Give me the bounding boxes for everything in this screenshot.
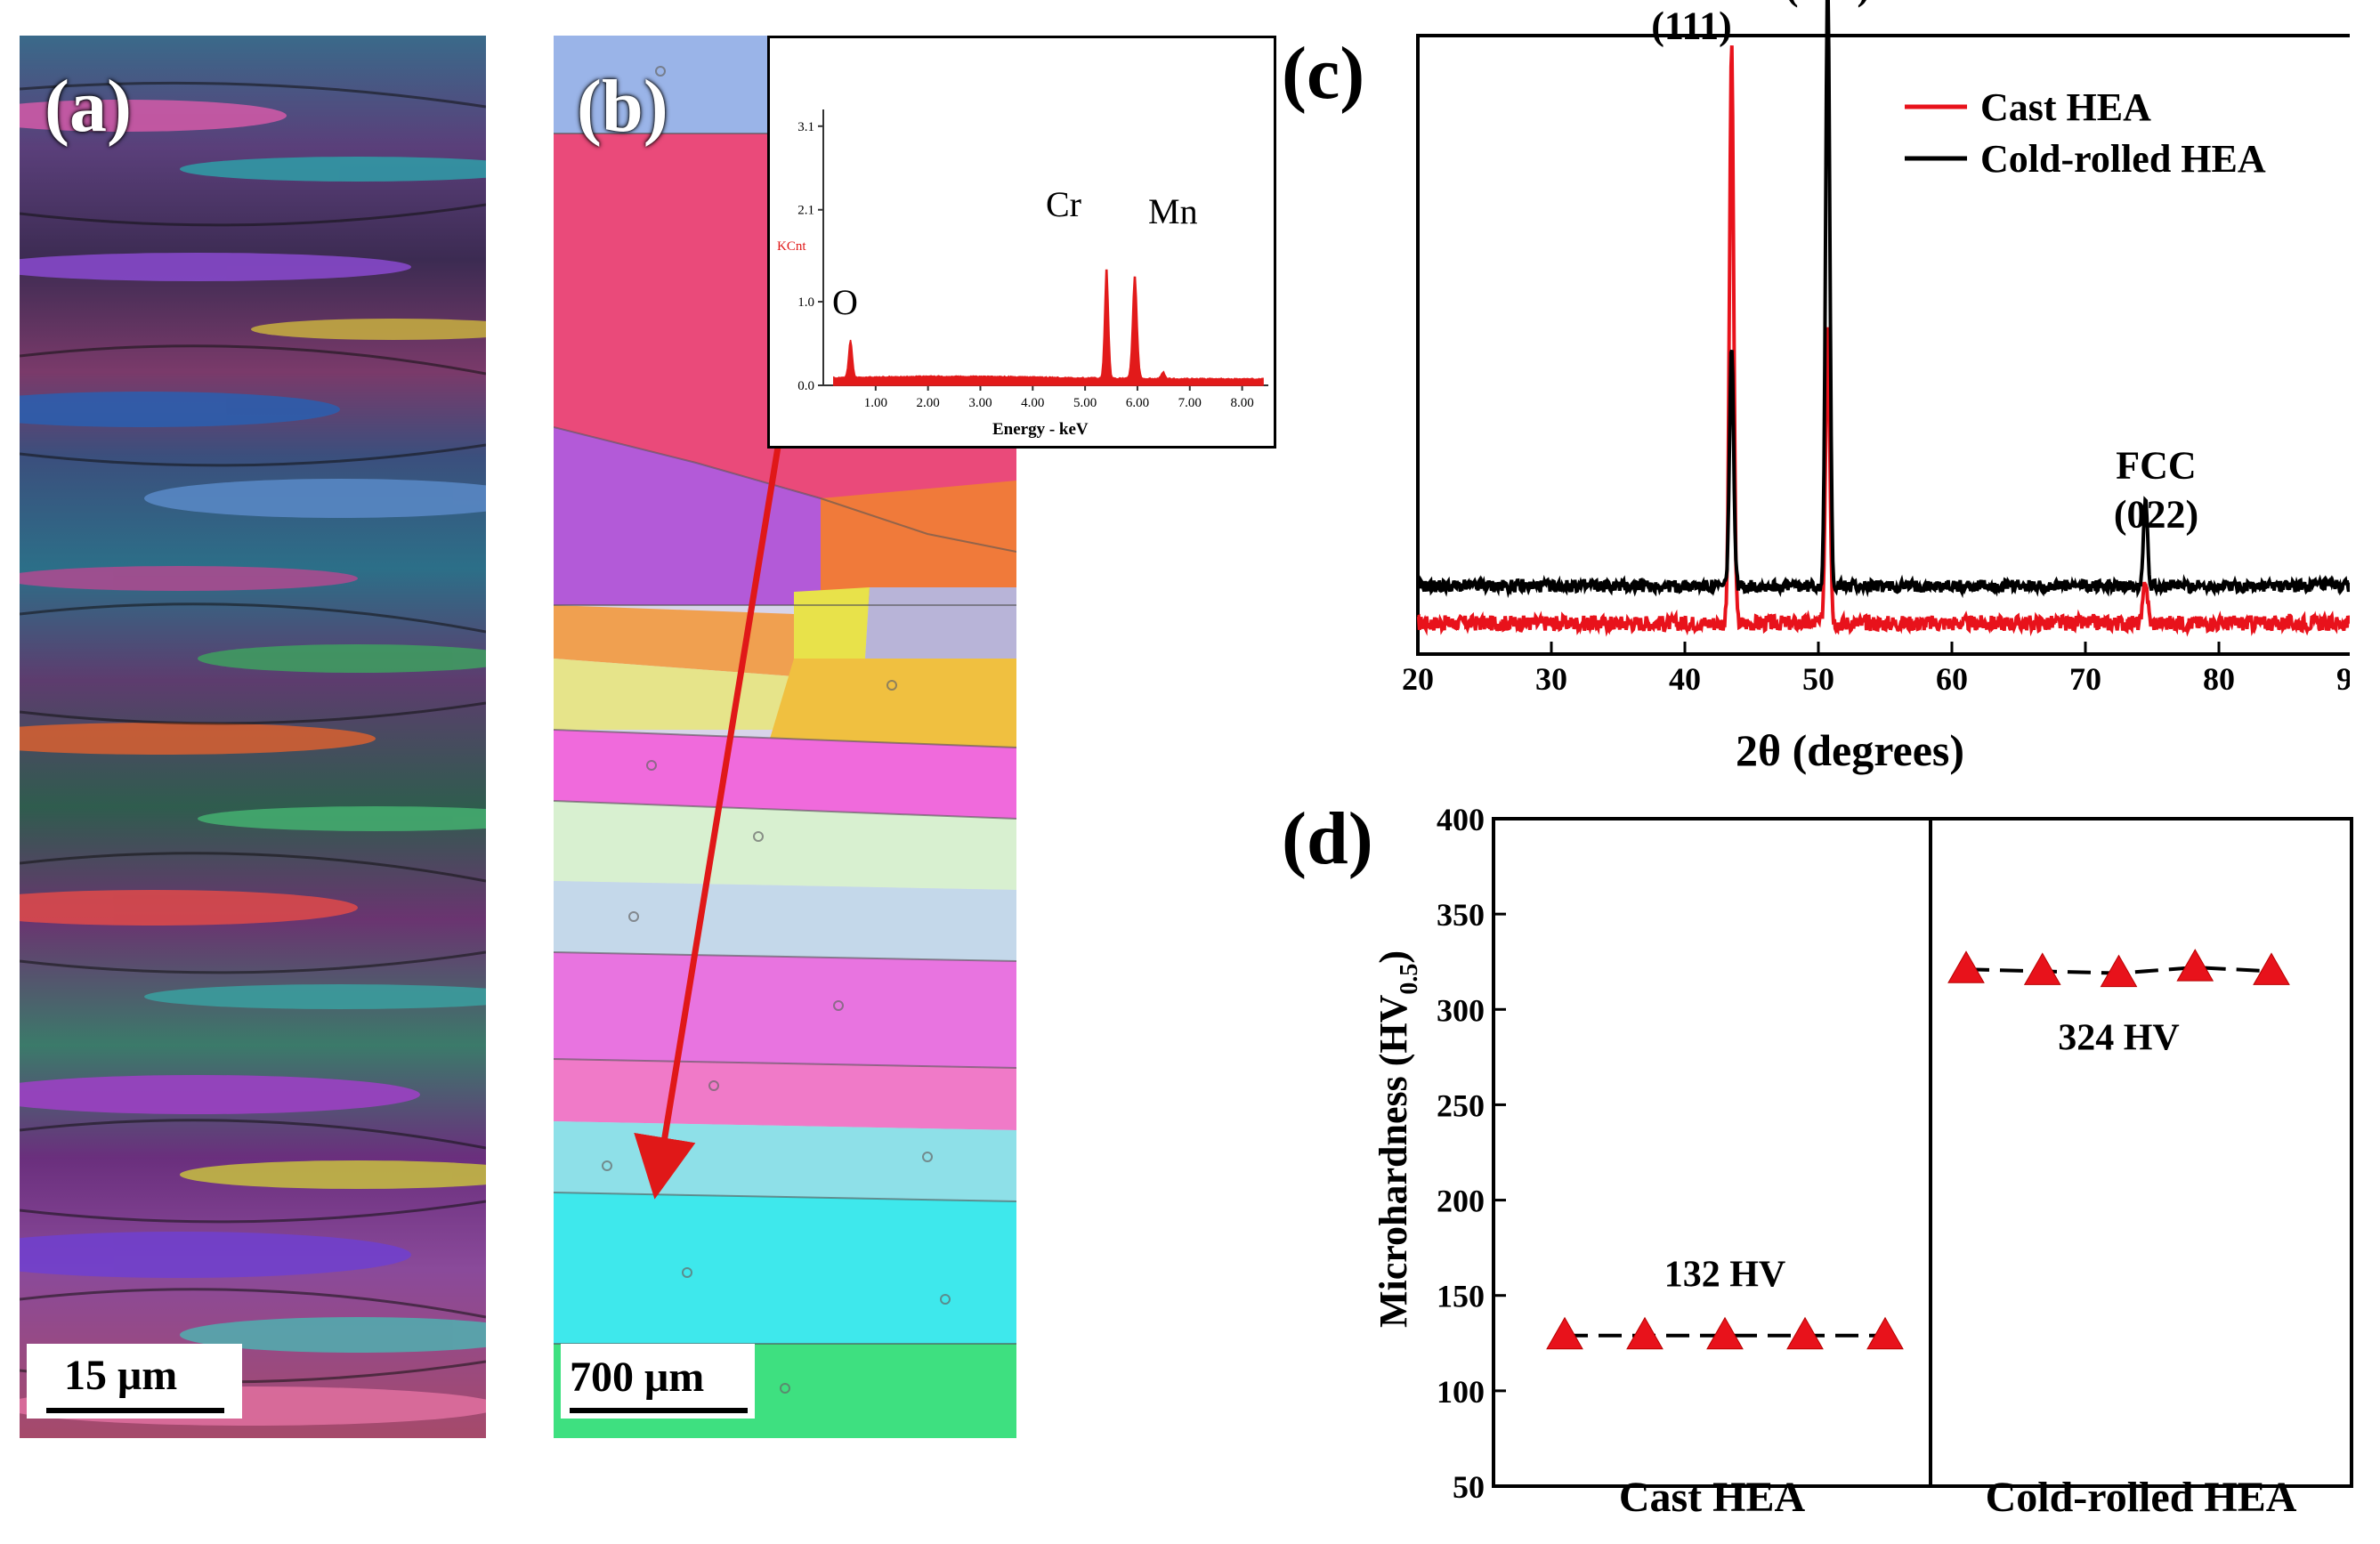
hv-y-tick-label: 50	[1453, 1469, 1485, 1505]
xrd-plot-frame	[1418, 36, 2350, 654]
xrd-x-tick-label: 80	[2203, 661, 2235, 697]
eds-y-label: KCnt	[777, 239, 806, 254]
xrd-peak-label-plane: (111)	[1651, 4, 1731, 48]
hv-data-point	[1948, 951, 1984, 982]
hv-category-label: Cast HEA	[1619, 1474, 1806, 1513]
eds-peak-label-Cr: Cr	[1046, 184, 1081, 224]
xrd-x-tick-label: 90	[2336, 661, 2350, 697]
ebsd-map-cold-rolled	[20, 36, 486, 1438]
ebsd-map-a-graphic	[20, 36, 486, 1438]
microhardness-chart: (d) 50 100 150 200 250 300 350 400 Microhardnes…	[1282, 783, 2380, 1513]
xrd-x-axis-label: 2θ (degrees)	[1736, 725, 1964, 775]
panel-label-a: (a)	[45, 69, 132, 144]
eds-x-tick-label: 2.00	[917, 396, 940, 410]
eds-y-tick-label: 2.1	[797, 204, 814, 218]
panel-label-d: (d)	[1282, 797, 1373, 880]
eds-y-tick-label: 3.1	[797, 120, 814, 134]
xrd-x-tick-label: 30	[1535, 661, 1567, 697]
xrd-legend: Cast HEA Cold-rolled HEA	[1905, 85, 2266, 181]
eds-spectrum-plot: 1.00 2.00 3.00 4.00 5.00 6.00 7.00 8.00 0.0 1.0 2…	[770, 38, 1274, 446]
eds-spectrum-inset: 1.00 2.00 3.00 4.00 5.00 6.00 7.00 8.00 0.0 1.0 2…	[767, 36, 1276, 449]
xrd-peak-label-plane: (002)	[1785, 0, 1870, 8]
hv-y-label-close: )	[1372, 950, 1415, 964]
eds-x-tick-label: 4.00	[1021, 396, 1044, 410]
eds-spectrum-trace	[834, 271, 1263, 386]
eds-x-tick-label: 6.00	[1126, 396, 1149, 410]
legend-label-cold-rolled: Cold-rolled HEA	[1980, 137, 2266, 181]
hv-y-tick-label: 150	[1437, 1279, 1485, 1314]
hv-y-ticks: 50 100 150 200 250 300 350 400	[1437, 802, 1506, 1505]
hv-y-label-sub: 0.5	[1396, 964, 1423, 995]
hv-data-point	[1707, 1318, 1743, 1349]
scale-bar-box-b: 700 μm	[561, 1344, 755, 1419]
legend-label-cast: Cast HEA	[1980, 85, 2151, 129]
hv-y-tick-label: 100	[1437, 1374, 1485, 1410]
eds-x-tick-label: 1.00	[864, 396, 887, 410]
hv-data-point	[2101, 956, 2137, 987]
eds-x-label: Energy - keV	[992, 420, 1089, 439]
panel-label-c: (c)	[1282, 32, 1364, 115]
eds-y-ticks: 0.0 1.0 2.1 3.1	[797, 120, 823, 393]
hv-plot-frame	[1494, 819, 2352, 1486]
xrd-x-ticks: 20 30 40 50 60 70 80 90	[1402, 642, 2350, 697]
hv-y-axis-label: Microhardness (HV0.5)	[1372, 950, 1423, 1328]
eds-peak-label-Mn: Mn	[1148, 191, 1198, 231]
xrd-chart: (c) 2030405060708090 FCC(111)FCC(002)FCC…	[1282, 0, 2350, 801]
hv-data-point	[1867, 1318, 1903, 1349]
hv-data-point	[2025, 953, 2060, 984]
eds-y-tick-label: 0.0	[797, 379, 814, 393]
xrd-x-tick-label: 70	[2069, 661, 2101, 697]
hv-annotation: 324 HV	[2058, 1017, 2180, 1058]
hv-series: 132 HV 324 HV	[1547, 950, 2289, 1349]
eds-x-tick-label: 8.00	[1230, 396, 1253, 410]
scale-bar-label-b: 700 μm	[570, 1356, 704, 1399]
scale-bar-label-a: 15 μm	[64, 1354, 177, 1397]
xrd-x-tick-label: 60	[1936, 661, 1968, 697]
eds-peak-label-O: O	[832, 282, 858, 322]
xrd-line-cast-hea	[1418, 45, 2350, 631]
eds-x-tick-label: 3.00	[968, 396, 992, 410]
hv-y-tick-label: 300	[1437, 992, 1485, 1028]
hv-y-tick-label: 250	[1437, 1087, 1485, 1123]
hv-data-point	[1787, 1318, 1823, 1349]
hv-y-tick-label: 400	[1437, 802, 1485, 837]
hv-data-point	[2177, 950, 2213, 981]
scale-bar-a	[46, 1408, 224, 1413]
hv-data-point	[1547, 1318, 1583, 1349]
hv-categories: Cast HEA Cold-rolled HEA	[1619, 1474, 2297, 1513]
xrd-peak-label-plane: (022)	[2114, 493, 2198, 537]
xrd-line-cold-rolled-hea	[1418, 0, 2350, 592]
hv-annotation: 132 HV	[1664, 1255, 1786, 1296]
xrd-peak-label-phase: FCC	[2116, 444, 2196, 488]
hv-y-label-main: Microhardness (HV	[1372, 994, 1415, 1328]
eds-x-tick-label: 5.00	[1073, 396, 1097, 410]
xrd-x-tick-label: 20	[1402, 661, 1434, 697]
panel-label-b: (b)	[577, 69, 668, 144]
eds-y-tick-label: 1.0	[797, 295, 814, 310]
hv-y-tick-label: 350	[1437, 897, 1485, 933]
eds-x-ticks: 1.00 2.00 3.00 4.00 5.00 6.00 7.00 8.00	[864, 385, 1254, 410]
hv-category-label: Cold-rolled HEA	[1986, 1474, 2297, 1513]
xrd-x-tick-label: 40	[1669, 661, 1701, 697]
hv-data-point	[1627, 1318, 1663, 1349]
scale-bar-b	[570, 1408, 748, 1413]
eds-x-tick-label: 7.00	[1178, 396, 1202, 410]
xrd-x-tick-label: 50	[1802, 661, 1834, 697]
scale-bar-box-a: 15 μm	[27, 1344, 242, 1419]
hv-y-tick-label: 200	[1437, 1184, 1485, 1219]
